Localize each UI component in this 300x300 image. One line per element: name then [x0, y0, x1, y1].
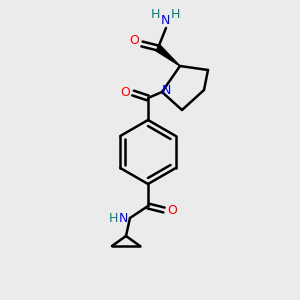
Text: H: H	[150, 8, 160, 20]
Text: O: O	[120, 85, 130, 98]
Text: H: H	[108, 212, 118, 226]
Text: N: N	[161, 83, 171, 97]
Text: O: O	[129, 34, 139, 47]
Polygon shape	[156, 45, 180, 66]
Text: H: H	[170, 8, 180, 20]
Text: N: N	[118, 212, 128, 226]
Text: N: N	[160, 14, 170, 26]
Text: O: O	[167, 205, 177, 218]
